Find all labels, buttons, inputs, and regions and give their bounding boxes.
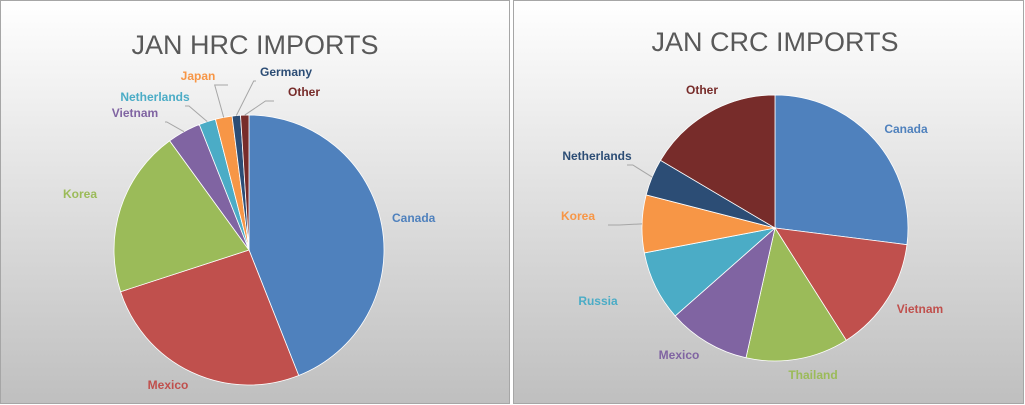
slice-label: Canada [392,211,436,225]
slice-label: Vietnam [112,106,158,120]
pie-slice [659,94,776,229]
leader-line [235,80,256,116]
pie-slice [120,249,300,386]
slice-label: Mexico [659,348,700,362]
slice-label: Netherlands [120,90,190,104]
pie-slice [774,227,908,341]
slice-label: Canada [884,122,928,136]
slice-label: Korea [561,209,595,223]
leader-line [185,105,208,122]
leader-line [608,223,643,226]
leader-line [244,100,274,116]
slice-label: Vietnam [897,302,943,316]
pie-slice [674,226,776,359]
slice-label: Japan [181,69,216,83]
slice-label: Other [686,83,718,97]
pie-slice [240,114,250,251]
slice-label: Netherlands [562,149,632,163]
pie-slice [774,94,909,246]
leader-line [627,164,653,178]
pie-slice [745,226,847,362]
chart-title: JAN CRC IMPORTS [651,27,898,57]
leader-line [165,121,185,133]
pie-slice [248,114,385,377]
leader-line [214,84,228,118]
slice-label: Germany [260,65,312,79]
pie-slice [113,140,250,293]
slice-label: Mexico [148,378,189,392]
slice-label: Other [288,85,320,99]
chart-title: JAN HRC IMPORTS [131,30,378,60]
slice-label: Korea [63,187,97,201]
slice-label: Thailand [788,368,837,382]
slice-label: Russia [578,294,618,308]
